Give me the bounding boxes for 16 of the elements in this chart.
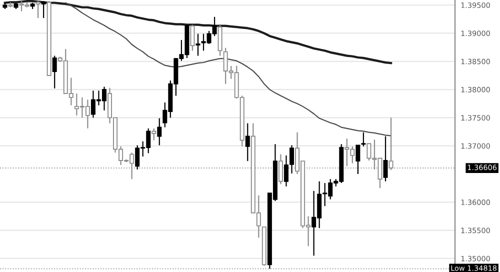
candlestick (190, 24, 195, 52)
candlestick (157, 118, 162, 146)
line-series (65, 2, 392, 136)
line-series (4, 0, 392, 64)
candlestick (41, 0, 46, 19)
candlestick (388, 117, 394, 171)
candlestick (383, 136, 388, 182)
candlestick (52, 55, 57, 89)
candlestick (36, 0, 40, 19)
candlestick (356, 144, 360, 175)
candlestick (152, 128, 156, 141)
candlestick (361, 132, 366, 147)
candlestick (245, 122, 250, 162)
candlestick (196, 33, 200, 56)
candlestick (278, 154, 283, 185)
candlestick (218, 24, 222, 56)
